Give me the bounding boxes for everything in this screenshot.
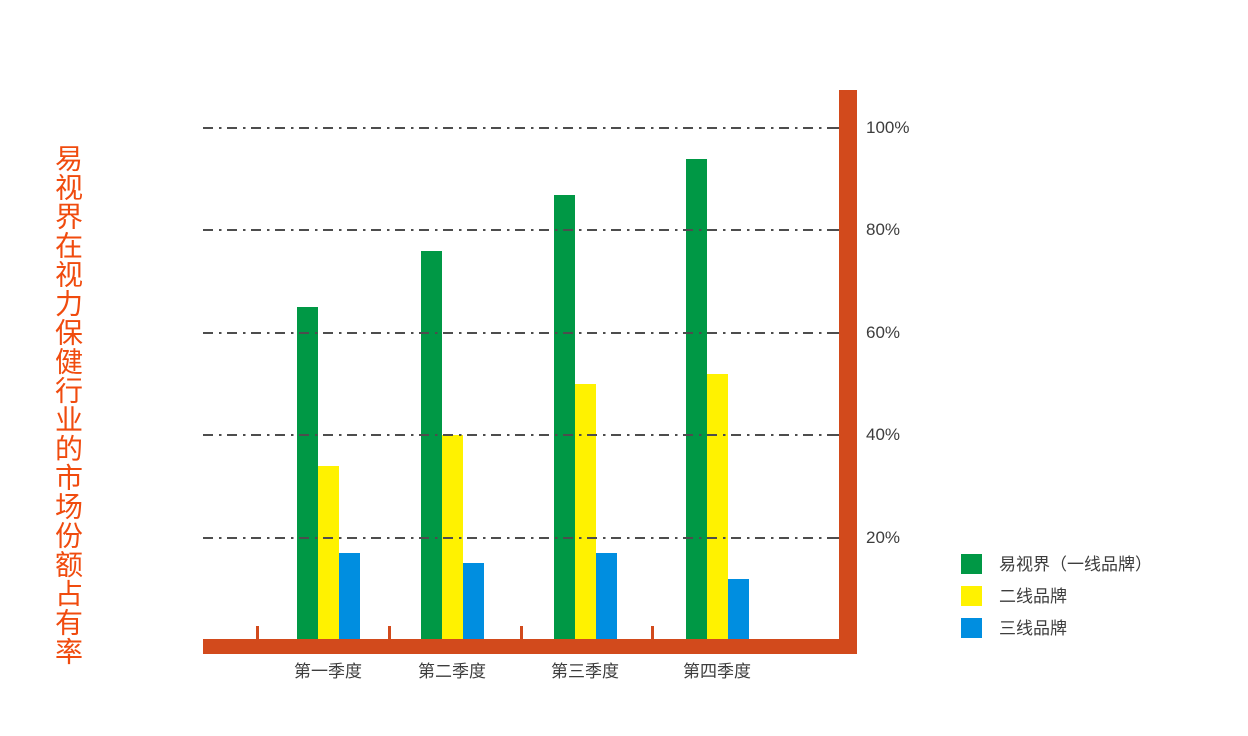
y-axis-tick (830, 331, 839, 334)
y-axis-tick (830, 536, 839, 539)
gridline-80% (203, 229, 839, 232)
legend-swatch-icon (961, 618, 982, 638)
y-axis-tick (830, 434, 839, 437)
x-axis-label: 第三季度 (551, 662, 619, 681)
bar-series2-q3 (574, 384, 596, 641)
x-axis-label: 第一季度 (294, 662, 362, 681)
y-axis (839, 90, 857, 654)
bar-series2-q4 (706, 373, 728, 641)
gridline-60% (203, 331, 839, 334)
x-axis-label: 第二季度 (418, 662, 486, 681)
y-axis-tick (830, 127, 839, 129)
bar-series3-q1 (338, 552, 360, 641)
x-axis-tick (256, 626, 259, 639)
bar-series1-q2 (420, 250, 442, 641)
y-axis-tick (830, 229, 839, 232)
bar-series3-q2 (462, 563, 484, 641)
chart-title: 易视界在视力保健行业的市场份额占有率 (52, 144, 83, 666)
x-axis-tick (388, 626, 391, 639)
bar-series2-q1 (317, 465, 339, 641)
legend-label: 易视界（一线品牌） (999, 555, 1152, 574)
legend-label: 三线品牌 (999, 619, 1067, 638)
legend-swatch-icon (961, 554, 982, 574)
gridline-40% (203, 434, 839, 437)
bar-series3-q3 (595, 552, 617, 641)
x-axis-tick (651, 626, 654, 639)
x-axis-tick (520, 626, 523, 639)
bar-series3-q4 (727, 578, 749, 641)
legend-label: 二线品牌 (999, 587, 1067, 606)
bar-series1-q4 (685, 158, 707, 641)
y-axis-label: 20% (866, 527, 901, 547)
y-axis-label: 60% (866, 322, 901, 342)
bar-series1-q1 (296, 307, 318, 641)
x-axis (203, 639, 857, 654)
bar-series1-q3 (553, 194, 575, 641)
y-axis-label: 80% (866, 220, 901, 240)
x-axis-label: 第四季度 (683, 662, 751, 681)
y-axis-label: 100% (866, 118, 910, 137)
y-axis-label: 40% (866, 425, 901, 445)
legend-swatch-icon (961, 586, 982, 606)
gridline-100% (203, 127, 839, 129)
gridline-20% (203, 536, 839, 539)
